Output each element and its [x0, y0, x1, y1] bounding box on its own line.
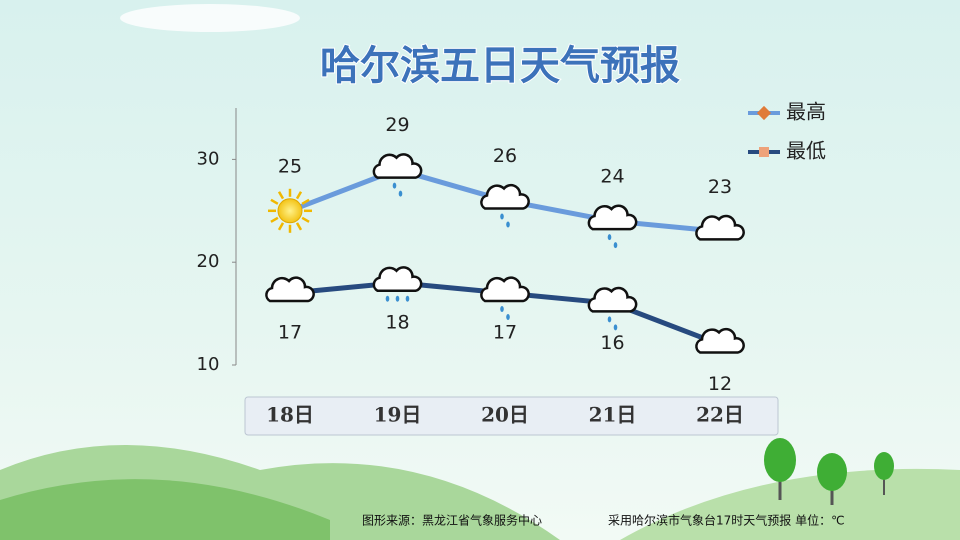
- cloud: [587, 286, 638, 313]
- sun-ray: [270, 216, 279, 223]
- value-label: 16: [600, 332, 624, 354]
- weather-icon: [587, 286, 638, 331]
- weather-icon: [480, 276, 530, 321]
- legend-label: 最高: [786, 100, 826, 124]
- raindrop: [395, 295, 400, 302]
- legend-marker: [759, 147, 769, 157]
- sun-ray: [295, 222, 303, 231]
- weather-icon: [695, 214, 745, 241]
- y-tick-label: 20: [197, 251, 220, 272]
- trees: [764, 438, 894, 505]
- legend-label: 最低: [786, 139, 826, 163]
- cloud-deco: [120, 4, 300, 32]
- value-label: 23: [708, 176, 732, 198]
- raindrop: [607, 234, 612, 241]
- weather-icon: [372, 266, 423, 302]
- value-label: 26: [493, 145, 517, 167]
- value-label: 12: [708, 373, 732, 395]
- hill: [620, 468, 960, 540]
- weather-icon: [268, 188, 312, 233]
- sun-ray: [301, 216, 310, 223]
- x-tick-label: 19日: [374, 403, 422, 427]
- x-tick-label: 20日: [481, 403, 529, 427]
- hill: [0, 479, 330, 540]
- value-label: 17: [493, 322, 517, 344]
- cloud: [695, 214, 745, 241]
- y-tick-label: 30: [197, 148, 220, 169]
- value-label: 29: [385, 114, 409, 136]
- source: 图形来源：黑龙江省气象服务中心: [362, 513, 542, 528]
- sun-ray: [277, 191, 285, 200]
- raindrop: [506, 314, 510, 321]
- cloud: [480, 183, 530, 210]
- raindrop: [506, 221, 510, 228]
- cloud: [480, 276, 530, 303]
- raindrop: [607, 316, 612, 323]
- raindrop: [398, 190, 403, 197]
- value-label: 18: [385, 311, 409, 333]
- sun-ray: [301, 198, 310, 205]
- weather-icon: [695, 327, 745, 354]
- value-label: 24: [600, 166, 624, 188]
- x-tick-label: 18日: [266, 403, 314, 427]
- raindrop: [392, 182, 397, 189]
- raindrop: [385, 295, 390, 302]
- note: 采用哈尔滨市气象台17时天气预报 单位：℃: [608, 513, 845, 528]
- value-label: 25: [278, 155, 302, 177]
- value-label: 17: [278, 322, 302, 344]
- raindrop: [500, 306, 504, 313]
- sun-ray: [277, 222, 285, 231]
- cloud: [587, 204, 638, 231]
- raindrop: [405, 295, 410, 302]
- cloud: [265, 276, 315, 303]
- sun-ray: [295, 191, 303, 200]
- weather-icon: [480, 183, 530, 228]
- weather-icon: [372, 153, 423, 197]
- y-tick-label: 10: [197, 354, 220, 375]
- category-strip: [244, 396, 779, 436]
- sun: [277, 198, 303, 224]
- sun-ray: [270, 198, 279, 205]
- x-tick-label: 21日: [589, 403, 637, 427]
- cloud: [695, 327, 745, 354]
- cloud: [372, 153, 423, 179]
- raindrop: [500, 213, 504, 220]
- legend-marker: [756, 105, 772, 121]
- x-tick-label: 22日: [696, 403, 744, 427]
- cloud: [372, 266, 423, 293]
- chart-title: 哈尔滨五日天气预报: [320, 43, 680, 89]
- weather-icon: [265, 276, 315, 303]
- raindrop: [613, 242, 618, 249]
- weather-icon: [587, 204, 638, 249]
- raindrop: [613, 324, 618, 331]
